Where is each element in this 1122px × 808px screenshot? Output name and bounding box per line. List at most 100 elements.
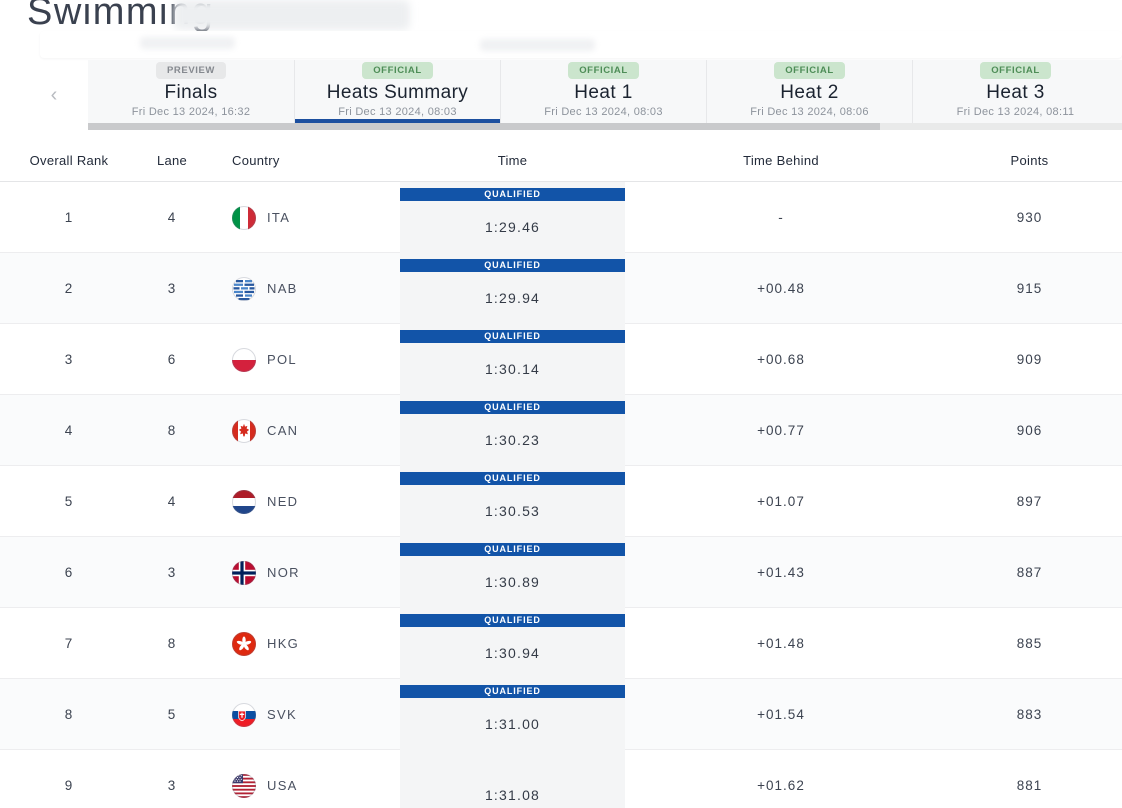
flag-pol-icon (232, 347, 256, 372)
tab-finals[interactable]: PREVIEW Finals Fri Dec 13 2024, 16:32 (88, 60, 294, 123)
tab-label: Finals (164, 82, 218, 103)
sub-header-bar (40, 31, 1122, 58)
flag-nor-icon (232, 560, 256, 585)
time-behind-cell: +00.77 (757, 423, 805, 438)
country-cell: POL (206, 347, 400, 372)
column-header-behind: Time Behind (743, 153, 819, 168)
time-value: 1:30.23 (484, 432, 541, 448)
points-cell: 883 (1016, 707, 1043, 722)
table-row[interactable]: 9 3 USA 1:31.08 +01.62 881 (0, 750, 1122, 808)
country-code: HKG (267, 636, 300, 651)
tab-status-badge: OFFICIAL (568, 62, 639, 79)
qualified-badge: QUALIFIED (400, 330, 625, 343)
lane-cell: 4 (167, 210, 177, 225)
time-cell: 1:31.08 (400, 750, 625, 808)
table-row[interactable]: 5 4 NED QUALIFIED 1:30.53 +01.07 897 (0, 466, 1122, 537)
tab-status-badge: OFFICIAL (362, 62, 433, 79)
scrollbar-thumb[interactable] (88, 123, 880, 130)
qualified-badge: QUALIFIED (400, 685, 625, 698)
tab-status-badge: PREVIEW (155, 62, 226, 79)
overall-rank-cell: 3 (64, 352, 74, 367)
table-row[interactable]: 1 4 ITA QUALIFIED 1:29.46 - 930 (0, 182, 1122, 253)
country-cell: NAB (206, 276, 400, 301)
column-header-points: Points (1010, 153, 1049, 168)
country-code: NOR (267, 565, 300, 580)
overall-rank-cell: 8 (64, 707, 74, 722)
overall-rank-cell: 4 (64, 423, 74, 438)
event-name-blur (174, 0, 410, 30)
overall-rank-cell: 7 (64, 636, 74, 651)
tab-label: Heat 1 (574, 82, 633, 103)
country-cell: USA (206, 773, 400, 798)
table-row[interactable]: 3 6 POL QUALIFIED 1:30.14 +00.68 909 (0, 324, 1122, 395)
lane-cell: 5 (167, 707, 177, 722)
redacted-text-blur (140, 37, 235, 49)
overall-rank-cell: 9 (64, 778, 74, 793)
lane-cell: 3 (167, 565, 177, 580)
tab-label: Heats Summary (326, 82, 469, 103)
table-row[interactable]: 7 8 HKG QUALIFIED 1:30.94 +01.48 885 (0, 608, 1122, 679)
overall-rank-cell: 1 (64, 210, 74, 225)
tabs-scroll-left-button[interactable]: ‹ (42, 82, 66, 108)
active-tab-underline (295, 119, 500, 123)
country-code: CAN (267, 423, 299, 438)
tab-date: Fri Dec 13 2024, 08:06 (750, 106, 869, 118)
results-table-body: 1 4 ITA QUALIFIED 1:29.46 - 930 2 3 NAB … (0, 182, 1122, 808)
column-header-country: Country (232, 153, 280, 168)
tab-heat-2[interactable]: OFFICIAL Heat 2 Fri Dec 13 2024, 08:06 (706, 60, 912, 123)
time-value: 1:30.53 (484, 503, 541, 519)
table-row[interactable]: 6 3 NOR QUALIFIED 1:30.89 +01.43 887 (0, 537, 1122, 608)
time-cell: QUALIFIED 1:30.89 (400, 537, 625, 608)
tab-heat-1[interactable]: OFFICIAL Heat 1 Fri Dec 13 2024, 08:03 (500, 60, 706, 123)
flag-ned-icon (232, 489, 256, 514)
tab-label: Heat 3 (986, 82, 1045, 103)
tabs-horizontal-scrollbar[interactable] (88, 123, 1122, 130)
table-row[interactable]: 2 3 NAB QUALIFIED 1:29.94 +00.48 915 (0, 253, 1122, 324)
time-value: 1:30.94 (484, 645, 541, 661)
lane-cell: 8 (167, 636, 177, 651)
time-behind-cell: +00.68 (757, 352, 805, 367)
lane-cell: 3 (167, 778, 177, 793)
country-cell: NED (206, 489, 400, 514)
points-cell: 885 (1016, 636, 1043, 651)
flag-nab-icon (232, 276, 256, 301)
overall-rank-cell: 6 (64, 565, 74, 580)
qualified-badge: QUALIFIED (400, 259, 625, 272)
table-header-row: Overall Rank Lane Country Time Time Behind Po… (0, 140, 1122, 182)
country-code: ITA (267, 210, 291, 225)
tab-status-badge: OFFICIAL (774, 62, 845, 79)
tab-status-badge: OFFICIAL (980, 62, 1051, 79)
lane-cell: 8 (167, 423, 177, 438)
time-cell: QUALIFIED 1:31.00 (400, 679, 625, 750)
time-value: 1:31.00 (484, 716, 541, 732)
tab-heats-summary[interactable]: OFFICIAL Heats Summary Fri Dec 13 2024, … (294, 60, 500, 123)
time-value: 1:29.94 (484, 290, 541, 306)
time-value: 1:29.46 (484, 219, 541, 235)
flag-usa-icon (232, 773, 256, 798)
table-row[interactable]: 4 8 CAN QUALIFIED 1:30.23 +00.77 906 (0, 395, 1122, 466)
lane-cell: 3 (167, 281, 177, 296)
points-cell: 909 (1016, 352, 1043, 367)
country-cell: ITA (206, 205, 400, 230)
points-cell: 881 (1016, 778, 1043, 793)
points-cell: 930 (1016, 210, 1043, 225)
time-behind-cell: +01.07 (757, 494, 805, 509)
phase-tab-strip: PREVIEW Finals Fri Dec 13 2024, 16:32 OF… (88, 60, 1122, 123)
points-cell: 897 (1016, 494, 1043, 509)
time-behind-cell: +01.48 (757, 636, 805, 651)
table-row[interactable]: 8 5 SVK QUALIFIED 1:31.00 +01.54 883 (0, 679, 1122, 750)
lane-cell: 4 (167, 494, 177, 509)
tab-label: Heat 2 (780, 82, 839, 103)
country-code: USA (267, 778, 298, 793)
qualified-badge: QUALIFIED (400, 188, 625, 201)
tab-date: Fri Dec 13 2024, 08:03 (544, 106, 663, 118)
lane-cell: 6 (167, 352, 177, 367)
flag-hkg-icon (232, 631, 256, 656)
country-cell: SVK (206, 702, 400, 727)
time-cell: QUALIFIED 1:30.53 (400, 466, 625, 537)
points-cell: 887 (1016, 565, 1043, 580)
time-behind-cell: - (778, 210, 784, 225)
time-behind-cell: +00.48 (757, 281, 805, 296)
column-header-lane: Lane (156, 153, 188, 168)
tab-heat-3[interactable]: OFFICIAL Heat 3 Fri Dec 13 2024, 08:11 (912, 60, 1118, 123)
